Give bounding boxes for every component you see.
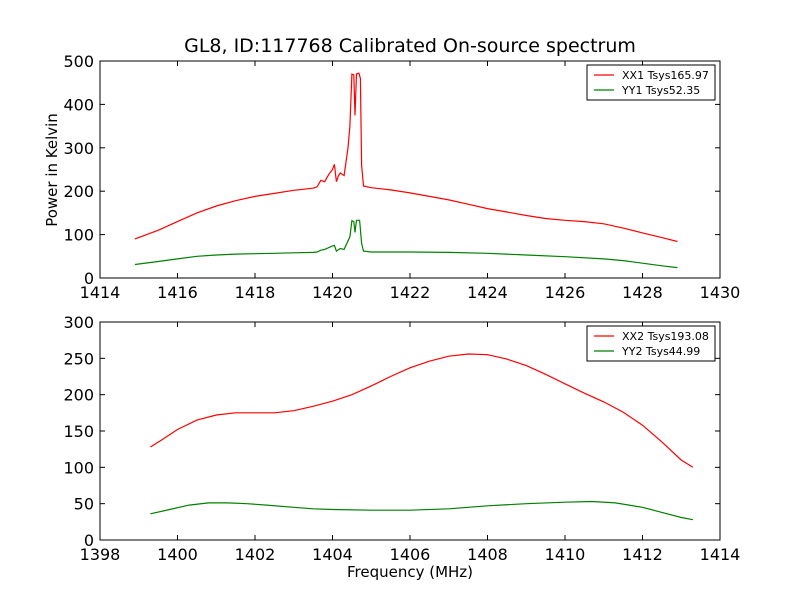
y-tick-label: 200 bbox=[63, 182, 94, 201]
bottom-panel: 1398 1400 1402 1404 1406 1408 1410 1412 1414 0 50 1… bbox=[63, 313, 740, 564]
y-axis-label: Power in Kelvin bbox=[43, 113, 61, 227]
series-line-2 bbox=[134, 219, 678, 269]
x-tick-label: 1420 bbox=[312, 283, 353, 302]
y-tick-label: 0 bbox=[84, 531, 94, 550]
legend-box bbox=[586, 64, 716, 101]
x-tick-label: 1414 bbox=[80, 283, 121, 302]
x-tick-label: 1400 bbox=[157, 545, 198, 564]
y-tick-label: 500 bbox=[63, 52, 94, 71]
x-tick-label: 1424 bbox=[467, 283, 508, 302]
x-tick-label: 1426 bbox=[545, 283, 586, 302]
chart-title: GL8, ID:117768 Calibrated On-source spec… bbox=[184, 35, 636, 57]
x-tick-label: 1428 bbox=[622, 283, 663, 302]
y-tick-label: 50 bbox=[74, 495, 94, 514]
x-tick-label: 1430 bbox=[700, 283, 741, 302]
x-tick-label: 1414 bbox=[700, 545, 741, 564]
x-tick-label: 1398 bbox=[80, 545, 121, 564]
legend-label: XX1 Tsys165.97 bbox=[622, 69, 709, 82]
series-line-2 bbox=[150, 500, 694, 521]
x-tick-label: 1406 bbox=[390, 545, 431, 564]
y-tick-label: 100 bbox=[63, 458, 94, 477]
x-tick-label: 1404 bbox=[312, 545, 353, 564]
x-tick-label: 1410 bbox=[545, 545, 586, 564]
legend: XX2 Tsys193.08 YY2 Tsys44.99 bbox=[586, 325, 716, 362]
top-panel: 1414 1416 1418 1420 1422 1424 1426 1428 1430 0 100… bbox=[63, 52, 740, 302]
y-tick-label: 150 bbox=[63, 422, 94, 441]
y-tick-label: 300 bbox=[63, 313, 94, 332]
y-tick-label: 300 bbox=[63, 139, 94, 158]
y-tick-label: 0 bbox=[84, 269, 94, 288]
y-tick-label: 250 bbox=[63, 349, 94, 368]
x-tick-label: 1416 bbox=[157, 283, 198, 302]
legend-label: XX2 Tsys193.08 bbox=[622, 330, 709, 343]
x-tick-label: 1412 bbox=[622, 545, 663, 564]
x-axis-label: Frequency (MHz) bbox=[347, 563, 473, 581]
y-tick-label: 200 bbox=[63, 386, 94, 405]
y-tick-label: 400 bbox=[63, 95, 94, 114]
series-line-1 bbox=[150, 353, 694, 468]
legend: XX1 Tsys165.97 YY1 Tsys52.35 bbox=[586, 64, 716, 101]
x-tick-label: 1418 bbox=[235, 283, 276, 302]
y-tick-label: 100 bbox=[63, 226, 94, 245]
x-tick-label: 1408 bbox=[467, 545, 508, 564]
legend-box bbox=[586, 325, 716, 362]
x-tick-label: 1402 bbox=[235, 545, 276, 564]
x-tick-label: 1422 bbox=[390, 283, 431, 302]
series-line-1 bbox=[134, 72, 678, 243]
legend-label: YY1 Tsys52.35 bbox=[621, 84, 700, 97]
legend-label: YY2 Tsys44.99 bbox=[621, 345, 700, 358]
